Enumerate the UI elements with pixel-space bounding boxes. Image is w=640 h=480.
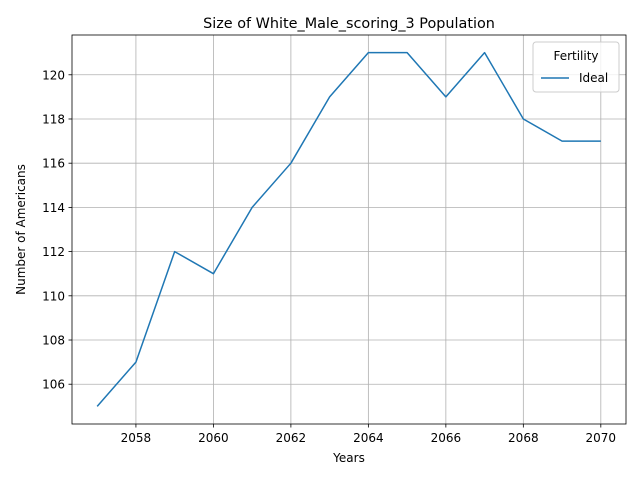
x-axis-label: Years [332,451,365,465]
x-tick-label: 2070 [586,431,617,445]
x-tick-label: 2068 [508,431,539,445]
y-tick-label: 114 [42,201,65,215]
y-tick-label: 118 [42,112,65,126]
y-axis-ticks: 106 108 110 112 114 116 118 120 [42,68,72,392]
legend-box [532,41,620,93]
x-tick-label: 2066 [431,431,462,445]
series-lines [96,51,601,407]
x-tick-label: 2060 [198,431,229,445]
legend-title: Fertility [553,49,598,63]
y-tick-label: 112 [42,245,65,259]
y-tick-label: 116 [42,157,65,171]
y-axis-label: Number of Americans [14,164,28,295]
x-axis-ticks: 2058 2060 2062 2064 2066 2068 2070 [121,424,616,445]
plot-area-frame [71,34,627,425]
legend-label-ideal: Ideal [579,71,608,85]
y-tick-label: 110 [42,289,65,303]
y-tick-label: 108 [42,334,65,348]
x-tick-label: 2058 [121,431,152,445]
series-line-ideal [96,51,601,407]
y-tick-label: 106 [42,378,65,392]
legend: Fertility Ideal [532,41,620,93]
x-tick-label: 2062 [276,431,307,445]
grid [72,35,626,424]
y-tick-label: 120 [42,68,65,82]
chart-title: Size of White_Male_scoring_3 Population [203,16,495,32]
x-tick-label: 2064 [353,431,384,445]
